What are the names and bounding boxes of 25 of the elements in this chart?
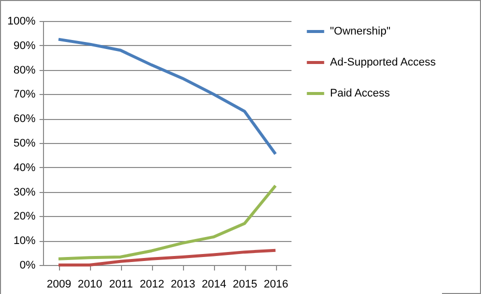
- x-tick-label: 2012: [140, 278, 164, 290]
- y-tick-label: 10%: [13, 235, 36, 248]
- x-tick-label: 2011: [109, 278, 133, 290]
- x-tick-label: 2014: [202, 278, 226, 290]
- legend-label: Ad-Supported Access: [330, 56, 436, 68]
- y-tick-label: 30%: [13, 186, 36, 198]
- x-tick-label: 2013: [170, 278, 196, 290]
- y-tick-label: 40%: [13, 162, 36, 174]
- y-tick-label: 20%: [13, 210, 36, 223]
- y-tick-label: 100%: [7, 16, 36, 28]
- line-series: [57, 248, 277, 266]
- line-series: [57, 184, 277, 260]
- line-series: [57, 38, 277, 156]
- y-tick-label: 50%: [13, 138, 36, 150]
- y-tick-label: 70%: [13, 88, 36, 101]
- x-tick-label: 2010: [78, 278, 102, 290]
- y-tick-label: 80%: [13, 64, 36, 76]
- x-tick-label: 2016: [264, 278, 288, 290]
- y-tick-label: 60%: [13, 113, 36, 126]
- legend-label: "Ownership": [330, 26, 390, 38]
- y-tick-label: 90%: [13, 40, 36, 52]
- legend-label: Paid Access: [330, 88, 390, 100]
- y-tick-label: 0%: [20, 260, 36, 272]
- x-tick-label: 2015: [232, 278, 258, 290]
- x-tick-label: 2009: [46, 278, 72, 290]
